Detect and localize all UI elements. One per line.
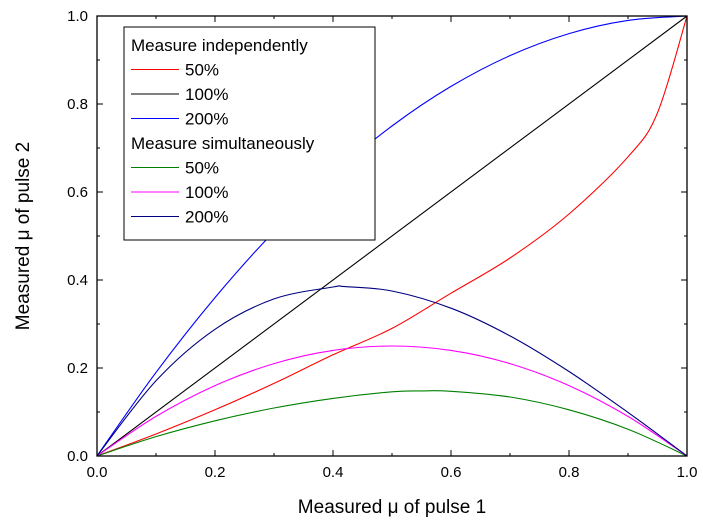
y-tick-label: 0.8 — [67, 96, 88, 113]
y-tick-label: 0.6 — [67, 184, 88, 201]
y-tick-label: 0.0 — [67, 448, 88, 465]
series-line-simultaneous-50pct — [96, 390, 688, 457]
y-tick-label: 0.4 — [67, 272, 88, 289]
legend: Measure independently 50% 100% 200% Measure … — [123, 26, 376, 241]
legend-group-title: Measure independently — [131, 36, 308, 55]
series-line-independent-50pct — [96, 15, 688, 457]
legend-group-title: Measure simultaneously — [131, 134, 315, 153]
legend-box — [123, 26, 376, 241]
series-line-simultaneous-100pct — [96, 345, 688, 457]
series-line-simultaneous-200pct — [96, 285, 688, 457]
y-axis-title: Measured μ of pulse 2 — [13, 142, 34, 330]
legend-entry-label: 50% — [185, 159, 219, 178]
x-axis-title: Measured μ of pulse 1 — [298, 497, 486, 518]
legend-entry-label: 50% — [185, 61, 219, 80]
x-tick-label: 0.6 — [441, 464, 462, 481]
y-tick-label: 0.2 — [67, 360, 88, 377]
x-tick-label: 0.2 — [205, 464, 226, 481]
legend-entry-label: 100% — [185, 85, 228, 104]
x-tick-label: 0.8 — [559, 464, 580, 481]
legend-entry-label: 200% — [185, 208, 228, 227]
legend-entry-label: 200% — [185, 110, 228, 129]
y-tick-label: 1.0 — [67, 8, 88, 25]
x-tick-label: 0.4 — [323, 464, 344, 481]
legend-entry-label: 100% — [185, 183, 228, 202]
x-tick-label: 1.0 — [677, 464, 698, 481]
x-tick-label: 0.0 — [87, 464, 108, 481]
series-line-independent-100pct — [96, 15, 688, 457]
axis-ticks: 0.0 0.2 0.4 0.6 0.8 1.0 0.0 0.2 0.4 0.6 0.8 1.0 — [67, 8, 697, 481]
